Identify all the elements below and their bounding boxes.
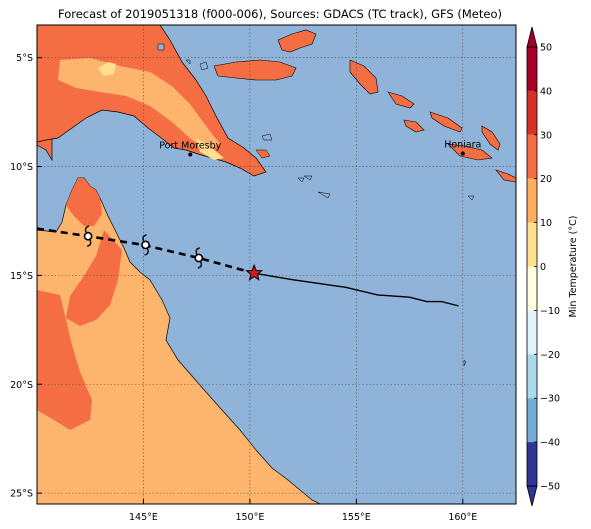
axis-ticks: 145°E 150°E 155°E 160°E 5°S 10°S 15°S 20°S 25°S bbox=[10, 53, 477, 523]
cyclone-symbol-icon bbox=[141, 234, 150, 256]
land-small-isle-3 bbox=[185, 59, 191, 65]
temperature-colorbar: 50 40 30 20 10 0 −10 −20 −30 −40 −50 Min Temperatur… bbox=[526, 26, 579, 507]
forecast-track-line bbox=[36, 227, 255, 275]
cyclone-symbol-icon bbox=[194, 247, 204, 269]
past-track-line bbox=[254, 272, 459, 307]
lon-tick-label: 155°E bbox=[342, 512, 371, 523]
land-small-isle-6 bbox=[297, 177, 305, 183]
place-label: Port Moresby bbox=[159, 141, 221, 152]
land-makira bbox=[495, 169, 516, 183]
colorbar-band bbox=[527, 354, 537, 399]
lon-tick-label: 150°E bbox=[235, 512, 264, 523]
land-new-georgia bbox=[403, 119, 425, 133]
land-guadalcanal bbox=[447, 143, 493, 161]
colorbar-tick-label: 40 bbox=[540, 86, 552, 97]
colorbar-band bbox=[527, 134, 537, 179]
colorbar-tick-label: 10 bbox=[540, 218, 552, 229]
lat-tick-label: 25°S bbox=[10, 489, 33, 500]
map-title: Forecast of 2019051318 (f000-006), Sourc… bbox=[58, 7, 502, 21]
colorbar-band bbox=[527, 266, 537, 311]
land-new-ireland bbox=[277, 29, 317, 53]
colorbar-band bbox=[527, 310, 537, 355]
lat-tick-label: 10°S bbox=[10, 162, 33, 173]
land-new-guinea-cool bbox=[58, 58, 220, 150]
colorbar-min-arrow bbox=[526, 485, 538, 507]
colorbar-label: Min Temperature (°C) bbox=[568, 216, 579, 318]
colorbar-tick-label: 20 bbox=[540, 174, 552, 185]
colorbar-band bbox=[527, 222, 537, 267]
map-grid bbox=[37, 25, 516, 504]
place-label: Honiara bbox=[444, 139, 481, 150]
cyclone-symbol-icon bbox=[83, 225, 93, 247]
land-bougainville bbox=[349, 59, 379, 95]
colorbar-tick-label: −10 bbox=[540, 306, 560, 317]
cyclone-tracks bbox=[36, 225, 459, 307]
colorbar-tick-label: −50 bbox=[540, 482, 560, 493]
land-dentrecasteaux bbox=[255, 149, 271, 159]
land-new-britain bbox=[213, 59, 297, 81]
land-small-isle-1 bbox=[199, 61, 209, 71]
land-new-guinea-tip bbox=[196, 138, 224, 160]
lat-tick-label: 5°S bbox=[16, 53, 33, 64]
map-frame bbox=[36, 24, 517, 505]
land-santa-isabel bbox=[429, 111, 463, 133]
place-labels: Port Moresby Honiara bbox=[159, 139, 481, 157]
land-small-isle-5 bbox=[463, 359, 467, 367]
place-marker bbox=[460, 151, 465, 156]
colorbar-tick-label: 30 bbox=[540, 130, 552, 141]
colorbar-tick-label: 50 bbox=[540, 43, 552, 54]
land-trobriand bbox=[261, 133, 273, 141]
land-malaita bbox=[481, 125, 501, 151]
lon-tick-label: 145°E bbox=[129, 512, 158, 523]
land-new-guinea-highland bbox=[98, 62, 116, 76]
lon-tick-label: 160°E bbox=[448, 512, 477, 523]
land-woodlark bbox=[303, 175, 313, 181]
colorbar-band bbox=[527, 442, 537, 486]
lat-tick-label: 15°S bbox=[10, 271, 33, 282]
lat-tick-label: 20°S bbox=[10, 380, 33, 391]
colorbar-band bbox=[527, 398, 537, 443]
colorbar-band bbox=[527, 90, 537, 135]
land-queensland-warm-central bbox=[66, 230, 122, 326]
land-small-isle-4 bbox=[467, 195, 475, 201]
land-choiseul bbox=[387, 91, 415, 109]
land-small-isle-2 bbox=[157, 43, 165, 51]
land-queensland-warm-west bbox=[37, 290, 92, 430]
colorbar-tick-label: −40 bbox=[540, 438, 560, 449]
land-louisiade bbox=[317, 191, 331, 199]
red-star-icon bbox=[245, 263, 264, 281]
colorbar-band bbox=[527, 178, 537, 223]
colorbar-tick-label: −20 bbox=[540, 350, 560, 361]
colorbar-tick-label: −30 bbox=[540, 394, 560, 405]
colorbar-band bbox=[527, 47, 537, 91]
land-queensland-warm-north bbox=[66, 178, 102, 226]
colorbar-max-arrow bbox=[526, 26, 538, 48]
colorbar-tick-label: 0 bbox=[540, 262, 546, 273]
place-marker bbox=[188, 152, 193, 157]
